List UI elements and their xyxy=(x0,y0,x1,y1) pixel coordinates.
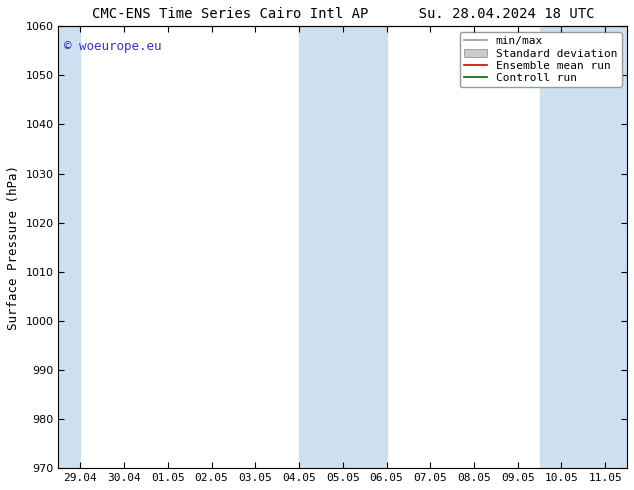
Bar xyxy=(58,26,81,468)
Bar xyxy=(299,26,387,468)
Y-axis label: Surface Pressure (hPa): Surface Pressure (hPa) xyxy=(7,165,20,330)
Title: CMC-ENS Time Series Cairo Intl AP      Su. 28.04.2024 18 UTC: CMC-ENS Time Series Cairo Intl AP Su. 28… xyxy=(91,7,594,21)
Text: © woeurope.eu: © woeurope.eu xyxy=(64,40,162,52)
Bar xyxy=(540,26,627,468)
Legend: min/max, Standard deviation, Ensemble mean run, Controll run: min/max, Standard deviation, Ensemble me… xyxy=(460,32,621,87)
